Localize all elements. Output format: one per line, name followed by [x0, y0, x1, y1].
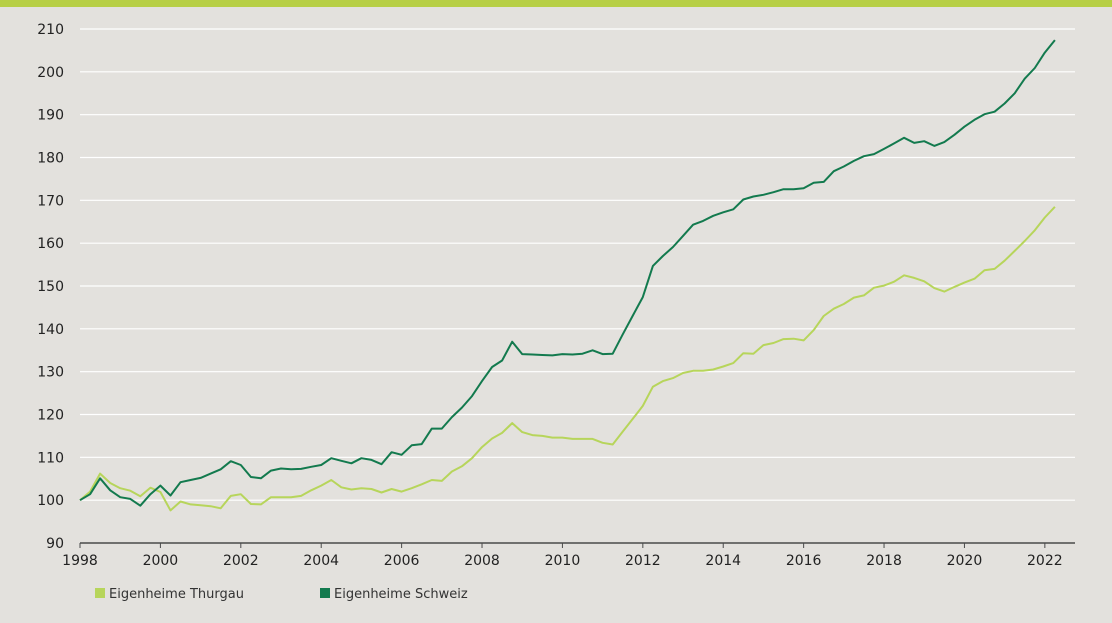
y-tick-label: 140 — [37, 322, 64, 338]
x-tick-label: 2014 — [705, 553, 741, 569]
x-tick-label: 2002 — [223, 553, 259, 569]
x-tick-label: 2022 — [1027, 553, 1063, 569]
x-tick-label: 2018 — [866, 553, 902, 569]
top-accent-bar — [0, 0, 1112, 7]
y-tick-label: 180 — [37, 151, 64, 167]
series-lines — [79, 39, 1056, 512]
y-tick-label: 100 — [37, 493, 64, 509]
x-tick-label: 2008 — [464, 553, 500, 569]
legend: Eigenheime Thurgau Eigenheime Schweiz — [95, 587, 468, 602]
x-tick-label: 2000 — [143, 553, 179, 569]
y-tick-label: 120 — [37, 408, 64, 424]
y-tick-label: 130 — [37, 365, 64, 381]
legend-swatch — [320, 588, 330, 598]
y-tick-label: 190 — [37, 108, 64, 124]
x-axis: 1998 2000 2002 2004 2006 2008 2010 2012 2014 2016… — [62, 542, 1075, 569]
x-tick-label: 2006 — [384, 553, 420, 569]
series-line-schweiz — [79, 39, 1056, 507]
y-tick-label: 160 — [37, 236, 64, 252]
x-tick-label: 1998 — [62, 553, 98, 569]
series-line-thurgau — [79, 206, 1056, 512]
legend-swatch — [95, 588, 105, 598]
y-axis-tick-labels: 90 100 110 120 130 140 150 160 170 180 190 200 210 — [37, 22, 64, 552]
y-tick-label: 150 — [37, 279, 64, 295]
x-tick-label: 2016 — [786, 553, 822, 569]
y-tick-label: 90 — [46, 536, 64, 552]
legend-label: Eigenheime Thurgau — [109, 587, 244, 602]
y-tick-label: 110 — [37, 450, 64, 466]
y-tick-label: 170 — [37, 193, 64, 209]
x-tick-label: 2012 — [625, 553, 661, 569]
x-tick-label: 2010 — [545, 553, 581, 569]
legend-label: Eigenheime Schweiz — [334, 587, 468, 602]
legend-item: Eigenheime Schweiz — [320, 587, 468, 602]
y-tick-label: 200 — [37, 65, 64, 81]
gridlines — [80, 28, 1075, 501]
legend-item: Eigenheime Thurgau — [95, 587, 244, 602]
y-tick-label: 210 — [37, 22, 64, 38]
x-tick-label: 2004 — [303, 553, 339, 569]
x-tick-label: 2020 — [947, 553, 983, 569]
